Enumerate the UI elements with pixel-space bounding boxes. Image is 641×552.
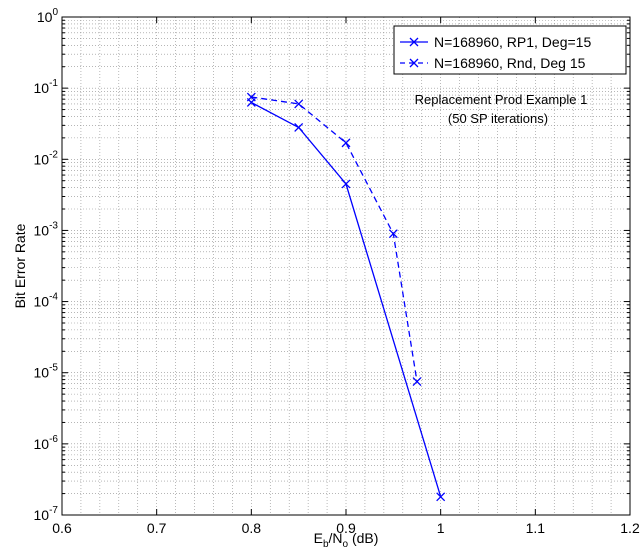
y-tick-labels: 100 10-1 10-2 10-3 10-4 10-5 10-6 10-7 <box>34 7 59 523</box>
x-tick-label: 0.7 <box>147 520 167 536</box>
legend-label-2: N=168960, Rnd, Deg 15 <box>434 55 586 71</box>
y-tick-label: 10-5 <box>34 363 59 381</box>
y-tick-label: 10-3 <box>34 220 59 238</box>
legend-label-1: N=168960, RP1, Deg=15 <box>434 34 591 50</box>
x-tick-label: 1 <box>437 520 445 536</box>
x-tick-label: 0.6 <box>52 520 72 536</box>
x-tick-label: 1.1 <box>526 520 546 536</box>
annotation-line-1: Replacement Prod Example 1 <box>415 92 588 107</box>
legend: N=168960, RP1, Deg=15 N=168960, Rnd, Deg… <box>393 25 627 75</box>
series-2-point <box>388 229 398 239</box>
legend-marker-1 <box>409 37 419 47</box>
series-1-point <box>436 492 446 502</box>
series-1-point <box>294 123 304 132</box>
y-tick-label: 100 <box>37 7 59 25</box>
series-2-point <box>294 99 304 109</box>
x-tick-label: 0.9 <box>336 520 356 536</box>
series-line-1 <box>250 101 442 497</box>
x-tick-label: 0.8 <box>242 520 262 536</box>
y-axis-label: Bit Error Rate <box>12 223 28 308</box>
x-axis-label: Eb/No (dB) <box>314 530 379 550</box>
y-tick-label: 10-1 <box>34 78 59 96</box>
series-line-2 <box>251 96 418 382</box>
series-2-point <box>412 377 422 387</box>
legend-box <box>393 25 627 75</box>
annotation-line-2: (50 SP iterations) <box>448 111 548 126</box>
series-2-point <box>246 92 256 102</box>
series-layer <box>246 92 446 502</box>
series-1-point <box>341 179 351 189</box>
x-tick-labels: 0.6 0.7 0.8 0.9 1 1.1 1.2 <box>52 520 640 536</box>
series-2-point <box>341 138 351 148</box>
y-tick-label: 10-7 <box>34 505 59 523</box>
y-tick-label: 10-6 <box>34 434 59 452</box>
x-tick-label: 1.2 <box>620 520 640 536</box>
grid <box>62 17 630 515</box>
plot-frame <box>61 16 631 516</box>
y-tick-label: 10-4 <box>34 292 59 310</box>
y-tick-label: 10-2 <box>34 149 59 167</box>
legend-marker-2 <box>409 58 419 68</box>
